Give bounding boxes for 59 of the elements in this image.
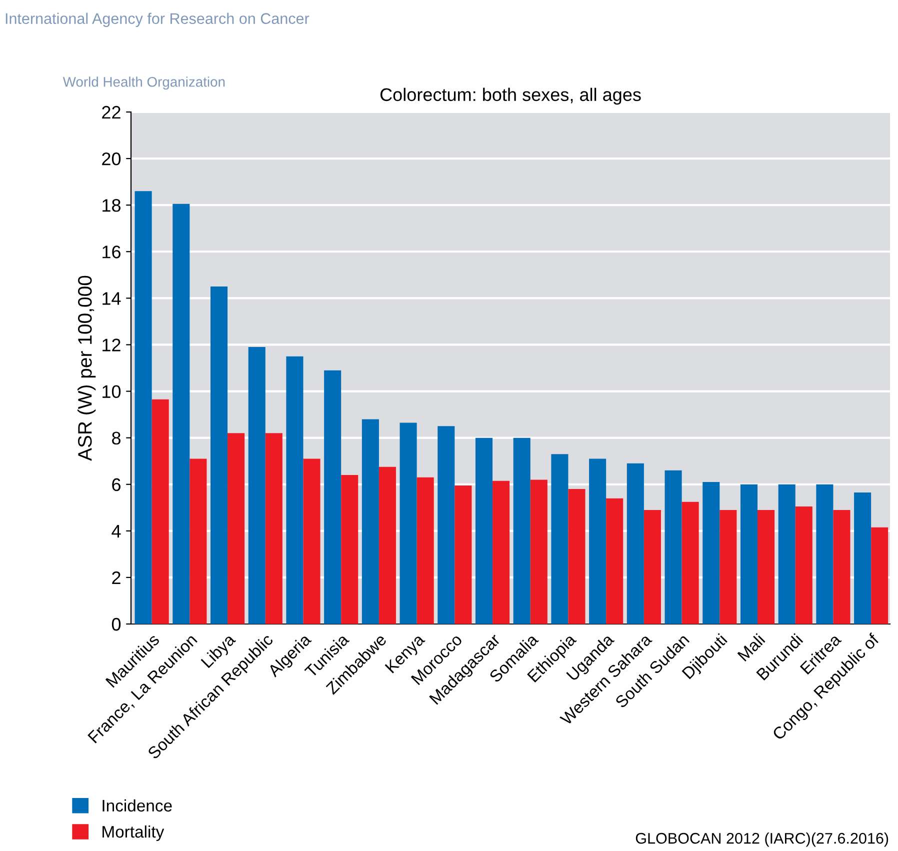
bar bbox=[303, 458, 320, 624]
bar bbox=[378, 466, 396, 624]
bar bbox=[152, 399, 169, 624]
chart-title: Colorectum: both sexes, all ages bbox=[380, 88, 641, 105]
bar bbox=[400, 422, 417, 624]
bar bbox=[854, 492, 872, 624]
bar bbox=[475, 438, 493, 624]
text: GLOBOCAN 2012 (IARC)(27.6.2016) bbox=[636, 832, 888, 847]
bar bbox=[702, 482, 720, 624]
y-tick-label: 18 bbox=[102, 199, 120, 212]
bar bbox=[341, 475, 358, 624]
bar bbox=[286, 356, 304, 624]
bar bbox=[740, 484, 758, 624]
bar bbox=[248, 347, 266, 624]
bar bbox=[438, 426, 455, 624]
bar bbox=[682, 502, 699, 624]
y-tick-label: 4 bbox=[112, 525, 121, 538]
y-tick-label: 2 bbox=[112, 571, 120, 584]
y-tick-label: 8 bbox=[112, 432, 120, 445]
bar bbox=[664, 470, 682, 624]
bar bbox=[644, 510, 661, 624]
bar bbox=[758, 510, 775, 624]
y-tick-label: 14 bbox=[102, 292, 121, 305]
bar bbox=[210, 286, 228, 624]
bar bbox=[606, 498, 624, 624]
bar bbox=[190, 458, 207, 624]
bar bbox=[778, 484, 796, 624]
text: International Agency for Research on Cancer bbox=[6, 12, 310, 28]
bar bbox=[530, 480, 548, 624]
legend-label: Mortality bbox=[102, 825, 164, 841]
y-tick-label: 16 bbox=[102, 246, 120, 258]
bar bbox=[265, 433, 282, 624]
bar bbox=[324, 370, 342, 624]
y-axis-title: ASR (W) per 100,000 bbox=[78, 276, 96, 461]
bar bbox=[816, 484, 834, 624]
y-tick-label: 10 bbox=[102, 385, 121, 398]
bar bbox=[416, 477, 434, 624]
bar bbox=[833, 510, 850, 624]
y-tick-label: 22 bbox=[102, 106, 120, 119]
y-tick-label: 6 bbox=[112, 478, 120, 492]
bar bbox=[871, 527, 888, 624]
bar bbox=[589, 458, 606, 624]
bar bbox=[720, 510, 737, 624]
bar bbox=[454, 486, 472, 624]
bar bbox=[513, 438, 530, 624]
bar bbox=[172, 204, 190, 624]
text: World Health Organization bbox=[62, 76, 225, 90]
bar bbox=[626, 463, 644, 624]
bar bbox=[551, 454, 568, 624]
bar bbox=[228, 433, 245, 624]
legend-label: Incidence bbox=[102, 799, 172, 812]
y-tick-label: 12 bbox=[102, 338, 120, 352]
bar bbox=[134, 191, 152, 624]
y-tick-label: 0 bbox=[112, 618, 121, 631]
bar bbox=[362, 419, 379, 624]
bar bbox=[795, 506, 812, 624]
bar bbox=[568, 489, 586, 624]
bar bbox=[492, 480, 510, 624]
y-tick-label: 20 bbox=[102, 152, 121, 166]
